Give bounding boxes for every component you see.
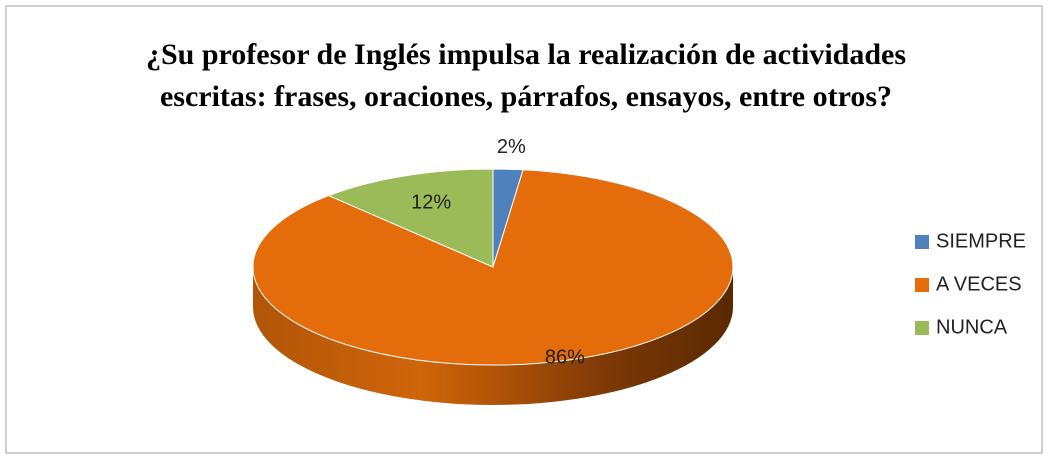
data-label: 86%	[545, 347, 585, 369]
chart-title: ¿Su profesor de Inglés impulsa la realiz…	[146, 38, 906, 71]
legend-swatch	[915, 278, 929, 292]
data-label: 2%	[497, 136, 526, 158]
legend-label: SIEMPRE	[936, 230, 1026, 252]
legend-label: NUNCA	[936, 316, 1008, 338]
legend-swatch	[915, 321, 929, 335]
data-label: 12%	[411, 191, 451, 213]
legend: SIEMPRE A VECES NUNCA	[915, 230, 1026, 338]
pie-side	[253, 267, 733, 405]
legend-swatch	[915, 235, 929, 249]
pie: 2% 86% 12%	[252, 136, 734, 405]
chart-title: escritas: frases, oraciones, párrafos, e…	[160, 80, 892, 113]
pie-slice	[327, 168, 494, 268]
legend-label: A VECES	[936, 273, 1022, 295]
